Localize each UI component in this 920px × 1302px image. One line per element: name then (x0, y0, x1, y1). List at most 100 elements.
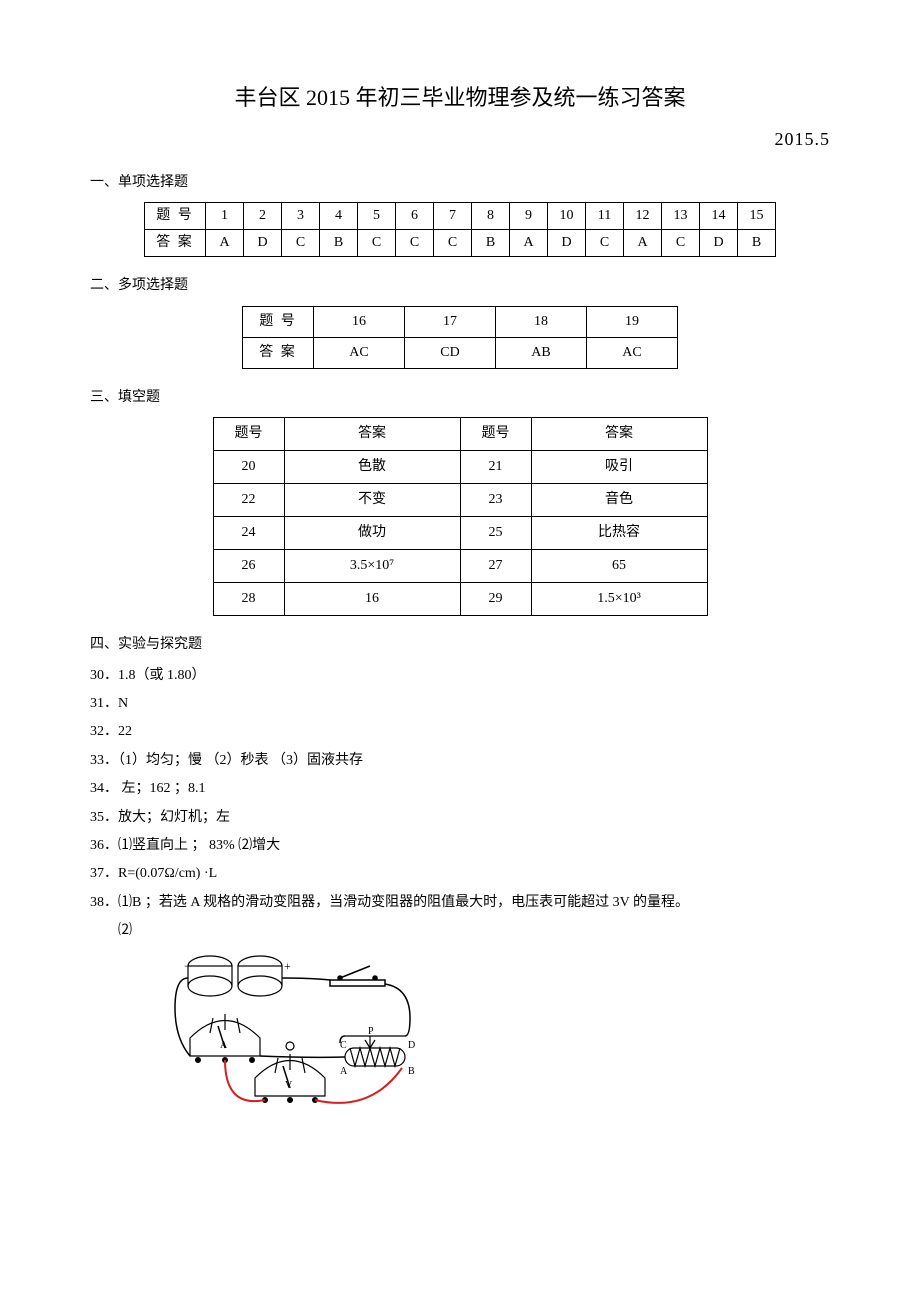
cell: 1 (206, 203, 244, 230)
cell: 1.5×10³ (531, 583, 707, 616)
svg-text:P: P (368, 1026, 374, 1037)
table-row: 20 色散 21 吸引 (213, 451, 707, 484)
cell: 20 (213, 451, 284, 484)
table-row: 答 案 AC CD AB AC (243, 337, 678, 368)
multi-choice-table: 题 号 16 17 18 19 答 案 AC CD AB AC (242, 306, 678, 369)
cell: 色散 (284, 451, 460, 484)
cell: AC (587, 337, 678, 368)
svg-text:A: A (220, 1040, 228, 1051)
cell: B (738, 230, 776, 257)
list-item: 36．⑴竖直向上 ； 83% ⑵增大 (90, 835, 830, 857)
cell: C (662, 230, 700, 257)
cell: 28 (213, 583, 284, 616)
cell: 14 (700, 203, 738, 230)
section1-heading: 一、单项选择题 (90, 172, 830, 194)
table-row: 28 16 29 1.5×10³ (213, 583, 707, 616)
cell: 21 (460, 451, 531, 484)
cell: 3 (282, 203, 320, 230)
row-label: 答 案 (145, 230, 206, 257)
svg-text:D: D (408, 1040, 415, 1051)
list-item: 38．⑴B ；若选 A 规格的滑动变阻器，当滑动变阻器的阻值最大时，电压表可能超… (90, 892, 830, 914)
cell: B (320, 230, 358, 257)
cell: 18 (496, 306, 587, 337)
cell: 22 (213, 484, 284, 517)
cell: 11 (586, 203, 624, 230)
experiment-answers: 30．1.8（或 1.80） 31．N 32．22 33．（1）均匀；慢 （2）… (90, 665, 830, 943)
exam-date: 2015.5 (90, 125, 830, 154)
cell: 5 (358, 203, 396, 230)
page-title: 丰台区 2015 年初三毕业物理参及统一练习答案 (90, 80, 830, 115)
section4-heading: 四、实验与探究题 (90, 634, 830, 656)
cell: D (548, 230, 586, 257)
row-label: 题 号 (145, 203, 206, 230)
list-item: 31．N (90, 693, 830, 715)
cell: A (206, 230, 244, 257)
cell: 26 (213, 550, 284, 583)
cell: 3.5×10⁷ (284, 550, 460, 583)
circuit-icon: − + A V C P D A B (170, 948, 430, 1118)
cell: 不变 (284, 484, 460, 517)
cell: 16 (284, 583, 460, 616)
cell: 比热容 (531, 517, 707, 550)
cell: 9 (510, 203, 548, 230)
cell: 做功 (284, 517, 460, 550)
cell: 7 (434, 203, 472, 230)
list-item: 32．22 (90, 721, 830, 743)
cell: 15 (738, 203, 776, 230)
section2-heading: 二、多项选择题 (90, 275, 830, 297)
row-label: 答 案 (243, 337, 314, 368)
cell: 29 (460, 583, 531, 616)
list-item: 30．1.8（或 1.80） (90, 665, 830, 687)
fill-blank-table: 题号 答案 题号 答案 20 色散 21 吸引 22 不变 23 音色 24 做… (213, 417, 708, 616)
header-cell: 题号 (460, 418, 531, 451)
cell: 23 (460, 484, 531, 517)
cell: C (358, 230, 396, 257)
table-row: 26 3.5×10⁷ 27 65 (213, 550, 707, 583)
table-row: 题号 答案 题号 答案 (213, 418, 707, 451)
cell: AC (314, 337, 405, 368)
list-item: 33．（1）均匀；慢 （2）秒表 （3）固液共存 (90, 750, 830, 772)
table-row: 22 不变 23 音色 (213, 484, 707, 517)
cell: 19 (587, 306, 678, 337)
cell: 13 (662, 203, 700, 230)
cell: 27 (460, 550, 531, 583)
svg-text:A: A (340, 1066, 348, 1077)
cell: C (586, 230, 624, 257)
table-row: 题 号 1 2 3 4 5 6 7 8 9 10 11 12 13 14 15 (145, 203, 776, 230)
single-choice-table: 题 号 1 2 3 4 5 6 7 8 9 10 11 12 13 14 15 … (144, 202, 776, 257)
cell: 16 (314, 306, 405, 337)
cell: 8 (472, 203, 510, 230)
cell: 吸引 (531, 451, 707, 484)
table-row: 24 做功 25 比热容 (213, 517, 707, 550)
svg-text:B: B (408, 1066, 415, 1077)
table-row: 题 号 16 17 18 19 (243, 306, 678, 337)
list-item: ⑵ (90, 920, 830, 942)
svg-text:−: − (184, 959, 191, 973)
cell: B (472, 230, 510, 257)
list-item: 37．R=(0.07Ω/cm) ·L (90, 863, 830, 885)
header-cell: 答案 (284, 418, 460, 451)
cell: D (244, 230, 282, 257)
svg-text:C: C (340, 1040, 347, 1051)
cell: A (624, 230, 662, 257)
section3-heading: 三、填空题 (90, 387, 830, 409)
cell: D (700, 230, 738, 257)
header-cell: 答案 (531, 418, 707, 451)
header-cell: 题号 (213, 418, 284, 451)
cell: 10 (548, 203, 586, 230)
cell: CD (405, 337, 496, 368)
cell: A (510, 230, 548, 257)
cell: 24 (213, 517, 284, 550)
cell: 17 (405, 306, 496, 337)
cell: 4 (320, 203, 358, 230)
cell: 65 (531, 550, 707, 583)
svg-text:+: + (284, 959, 291, 973)
cell: C (282, 230, 320, 257)
list-item: 34． 左；162 ；8.1 (90, 778, 830, 800)
list-item: 35．放大；幻灯机；左 (90, 807, 830, 829)
cell: C (396, 230, 434, 257)
table-row: 答 案 A D C B C C C B A D C A C D B (145, 230, 776, 257)
circuit-diagram: − + A V C P D A B (170, 948, 830, 1118)
cell: AB (496, 337, 587, 368)
cell: 25 (460, 517, 531, 550)
